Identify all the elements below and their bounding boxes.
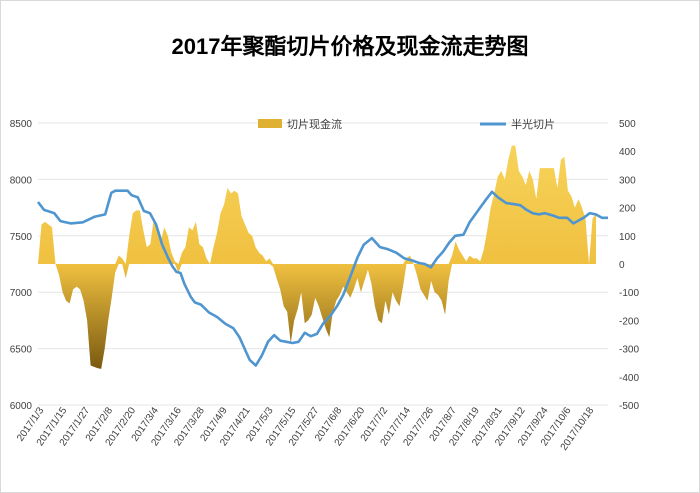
left-axis-ticks: 8500 8000 7500 7000 6500 6000 [10, 119, 33, 412]
right-tick-label: -300 [619, 345, 639, 356]
right-tick-label: -100 [619, 288, 639, 299]
legend-label-cashflow: 切片现金流 [287, 117, 342, 131]
cashflow-area-negative [38, 264, 596, 369]
left-tick-label: 8500 [10, 119, 33, 130]
left-tick-label: 7500 [10, 232, 33, 243]
right-tick-label: -500 [619, 401, 639, 412]
left-tick-label: 7000 [10, 288, 33, 299]
left-tick-label: 6500 [10, 345, 33, 356]
chart-title: 2017年聚酯切片价格及现金流走势图 [172, 34, 529, 59]
right-tick-label: -400 [619, 373, 639, 384]
left-tick-label: 8000 [10, 175, 33, 186]
legend: 切片现金流 半光切片 [258, 117, 555, 131]
price-line [36, 189, 608, 367]
right-tick-label: -200 [619, 316, 639, 327]
legend-label-price: 半光切片 [511, 117, 555, 131]
right-tick-label: 0 [619, 260, 625, 271]
right-tick-label: 300 [619, 175, 636, 186]
right-tick-label: 200 [619, 204, 636, 215]
cashflow-area-group [38, 145, 596, 369]
right-tick-label: 100 [619, 232, 636, 243]
price-line-group [36, 189, 608, 367]
right-tick-label: 500 [619, 119, 636, 130]
right-axis-ticks: 500 400 300 200 100 0 -100 -200 -300 -400 -500 [619, 119, 639, 412]
legend-swatch-cashflow [258, 119, 282, 128]
cashflow-area-positive [38, 145, 596, 264]
right-tick-label: 400 [619, 147, 636, 158]
left-tick-label: 6000 [10, 401, 33, 412]
